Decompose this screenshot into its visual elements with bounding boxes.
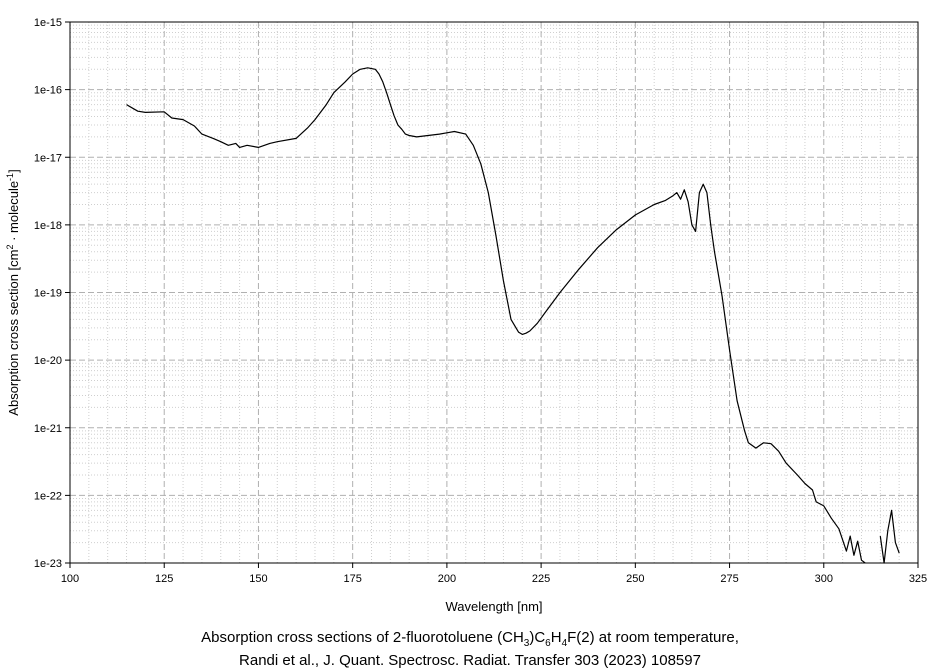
y-label-part-2: · molecule [6,181,21,245]
series-line [126,67,866,564]
y-tick-label: 1e-15 [34,17,62,29]
caption-line-1: Absorption cross sections of 2-fluorotol… [0,629,940,649]
caption-sub-b: 6 [545,638,551,649]
x-tick-label: 225 [532,573,550,585]
absorption-chart: 100 125 150 175 200 225 250 275 300 325 1e-231e-2… [5,17,927,614]
x-axis-ticks: 100 125 150 175 200 225 250 275 300 325 [61,563,927,585]
caption-text-d: F(2) at room temperature, [567,629,739,646]
y-tick-label: 1e-22 [34,490,62,502]
x-tick-label: 325 [909,573,927,585]
series-line [879,509,900,564]
x-tick-label: 125 [155,573,173,585]
x-tick-label: 250 [626,573,644,585]
caption-sub-c: 4 [561,638,568,649]
y-tick-label: 1e-21 [34,423,62,435]
x-tick-label: 275 [720,573,738,585]
x-tick-label: 200 [438,573,456,585]
x-axis-label: Wavelength [nm] [445,599,542,614]
y-axis-label: Absorption cross section [cm2 · molecule… [5,169,21,415]
y-label-part-1: Absorption cross section [cm [6,250,21,416]
x-tick-label: 175 [343,573,361,585]
y-tick-label: 1e-18 [34,220,62,232]
y-tick-label: 1e-19 [34,288,62,300]
y-tick-label: 1e-23 [34,558,62,570]
x-tick-label: 300 [815,573,833,585]
y-label-part-3: ] [6,169,21,173]
caption-text-b: )C [529,629,546,646]
y-tick-label: 1e-17 [34,152,62,164]
y-label-sup-2: -1 [5,173,15,181]
y-tick-label: 1e-20 [34,355,62,367]
y-label-sup-1: 2 [5,245,15,250]
y-axis-ticks: 1e-23 1e-22 1e-21 1e-20 1e-19 1e-18 1e-17 1e-16… [34,17,70,570]
x-tick-label: 100 [61,573,79,585]
major-grid [70,22,918,563]
y-tick-label: 1e-16 [34,85,62,97]
series-layer [126,67,900,564]
caption-line-2: Randi et al., J. Quant. Spectrosc. Radia… [239,652,701,669]
caption-text-c: H [550,629,562,646]
caption-text-a: Absorption cross sections of 2-fluorotol… [201,629,524,646]
caption-sub-a: 3 [523,638,530,649]
x-tick-label: 150 [249,573,267,585]
